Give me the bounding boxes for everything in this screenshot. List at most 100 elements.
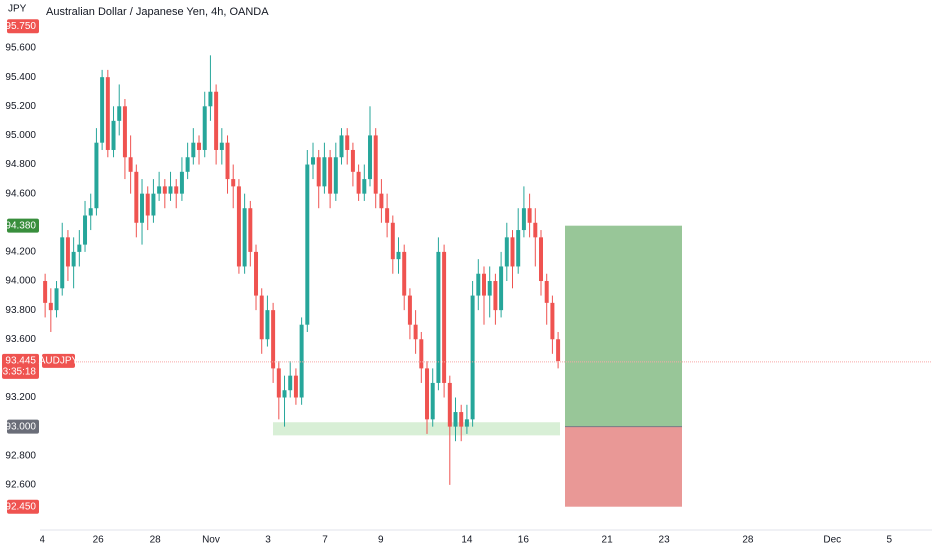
candle-body <box>453 412 458 427</box>
target-label: 94.380 <box>5 220 36 231</box>
candle-body <box>214 91 219 150</box>
candle-body <box>333 157 338 194</box>
candle-body <box>145 193 150 216</box>
x-tick-label: 9 <box>378 535 384 546</box>
candle-body <box>242 208 247 267</box>
x-tick-label: Nov <box>202 535 220 546</box>
candle-body <box>425 368 430 420</box>
candle-body <box>60 237 65 289</box>
last-price-label: 93.445 <box>5 355 36 366</box>
candle-body <box>390 222 395 260</box>
y-tick-label: 94.000 <box>5 276 36 287</box>
candle-body <box>316 157 321 187</box>
x-tick-label: 3 <box>265 535 271 546</box>
chart-title: Australian Dollar / Japanese Yen, 4h, OA… <box>46 6 269 18</box>
y-tick-label: 92.800 <box>5 450 36 461</box>
candle-body <box>157 186 162 194</box>
candle-body <box>493 281 498 311</box>
candle-body <box>134 171 139 223</box>
candle-body <box>259 295 264 340</box>
candle-body <box>271 310 276 369</box>
symbol-badge <box>42 353 75 368</box>
candle-body <box>265 310 270 340</box>
entry-badge <box>7 419 39 434</box>
candle-body <box>487 281 492 296</box>
symbol-label: AUDJPY <box>39 355 79 366</box>
stop-badge <box>7 499 39 514</box>
candle-body <box>231 179 236 187</box>
candle-body <box>459 412 464 427</box>
currency-label: JPY <box>8 4 27 15</box>
candle-body <box>236 186 241 267</box>
candle-body <box>322 157 327 187</box>
candle-body <box>288 375 293 391</box>
y-tick-label: 93.200 <box>5 392 36 403</box>
candle-body <box>396 251 401 260</box>
candle-body <box>71 251 76 267</box>
candle-body <box>65 237 70 267</box>
candle-body <box>311 157 316 165</box>
candle-body <box>111 120 116 150</box>
support-zone <box>273 422 560 436</box>
candle-body <box>339 135 344 158</box>
candle-body <box>202 106 207 150</box>
target-badge <box>7 218 39 233</box>
candle-body <box>48 302 53 311</box>
candle-body <box>539 237 543 282</box>
candle-body <box>550 302 555 340</box>
candle-body <box>151 193 156 216</box>
y-tick-label: 94.200 <box>5 247 36 258</box>
candle-body <box>168 186 173 194</box>
candle-body <box>122 106 127 158</box>
candle-body <box>368 135 373 180</box>
candle-body <box>504 237 509 267</box>
candle-body <box>88 208 93 216</box>
position-loss <box>565 426 682 507</box>
candle-body <box>179 171 184 194</box>
price-axis-panel <box>0 18 40 530</box>
alert-label: 95.750 <box>5 21 36 32</box>
candle-body <box>293 375 298 398</box>
countdown-label: 03:35:18 <box>0 366 36 377</box>
candle-body <box>379 193 384 209</box>
candle-body <box>464 419 469 427</box>
y-tick-label: 93.600 <box>5 334 36 345</box>
position-profit <box>565 225 682 427</box>
candle-body <box>282 390 287 398</box>
candle-body <box>516 230 521 267</box>
y-tick-label: 95.400 <box>5 72 36 83</box>
candle-body <box>419 339 424 369</box>
candle-body <box>430 382 435 420</box>
x-tick-label: Dec <box>823 535 841 546</box>
candle-body <box>94 142 99 209</box>
candle-body <box>533 222 538 238</box>
candle-body <box>385 208 390 223</box>
candle-body <box>299 324 304 398</box>
candle-body <box>556 339 561 362</box>
candle-body <box>197 142 202 150</box>
candle-body <box>276 368 281 398</box>
x-tick-label: 26 <box>93 535 105 546</box>
y-tick-label: 94.800 <box>5 159 36 170</box>
candle-body <box>225 142 230 180</box>
candle-body <box>100 77 105 143</box>
candle-body <box>208 91 213 107</box>
candle-body <box>402 251 407 296</box>
x-tick-label: 28 <box>150 535 162 546</box>
x-tick-label: 21 <box>602 535 614 546</box>
candle-body <box>413 324 418 340</box>
x-tick-label: 23 <box>659 535 671 546</box>
candle-body <box>248 208 253 252</box>
candle-body <box>128 157 133 172</box>
candle-body <box>442 251 447 383</box>
candle-body <box>185 157 190 172</box>
candle-body <box>510 237 515 267</box>
candle-body <box>436 251 441 383</box>
candle-body <box>350 149 355 172</box>
candle-body <box>43 281 48 303</box>
candle-body <box>476 273 481 296</box>
x-tick-label: 7 <box>322 535 328 546</box>
candle-body <box>521 208 526 231</box>
